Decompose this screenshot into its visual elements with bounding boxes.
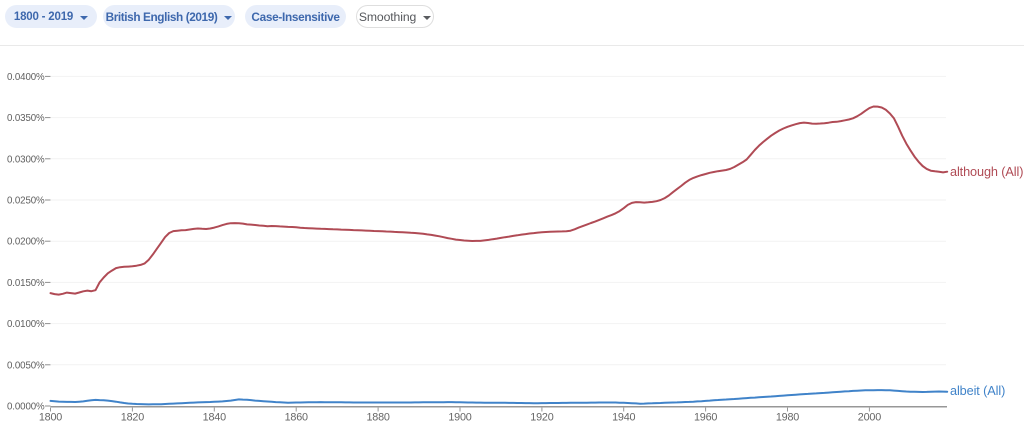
svg-text:0.0200%: 0.0200% (7, 237, 45, 248)
svg-text:1820: 1820 (121, 412, 144, 424)
svg-text:although (All): although (All) (950, 165, 1023, 179)
svg-text:0.0150%: 0.0150% (7, 278, 45, 289)
svg-text:0.0250%: 0.0250% (7, 196, 45, 207)
svg-text:1800: 1800 (39, 412, 62, 424)
svg-text:0.0300%: 0.0300% (7, 154, 45, 165)
svg-text:1840: 1840 (203, 412, 226, 424)
svg-text:1880: 1880 (366, 412, 389, 424)
svg-text:1980: 1980 (776, 412, 799, 424)
svg-text:0.0000%: 0.0000% (7, 402, 45, 413)
svg-text:0.0100%: 0.0100% (7, 319, 45, 330)
svg-text:0.0400%: 0.0400% (7, 72, 45, 83)
svg-text:1940: 1940 (612, 412, 635, 424)
svg-text:albeit (All): albeit (All) (950, 384, 1005, 398)
svg-text:0.0350%: 0.0350% (7, 113, 45, 124)
svg-text:1860: 1860 (285, 412, 308, 424)
svg-text:1960: 1960 (694, 412, 717, 424)
svg-text:2000: 2000 (858, 412, 881, 424)
svg-text:1920: 1920 (530, 412, 553, 424)
svg-text:0.0050%: 0.0050% (7, 360, 45, 371)
svg-text:1900: 1900 (448, 412, 471, 424)
